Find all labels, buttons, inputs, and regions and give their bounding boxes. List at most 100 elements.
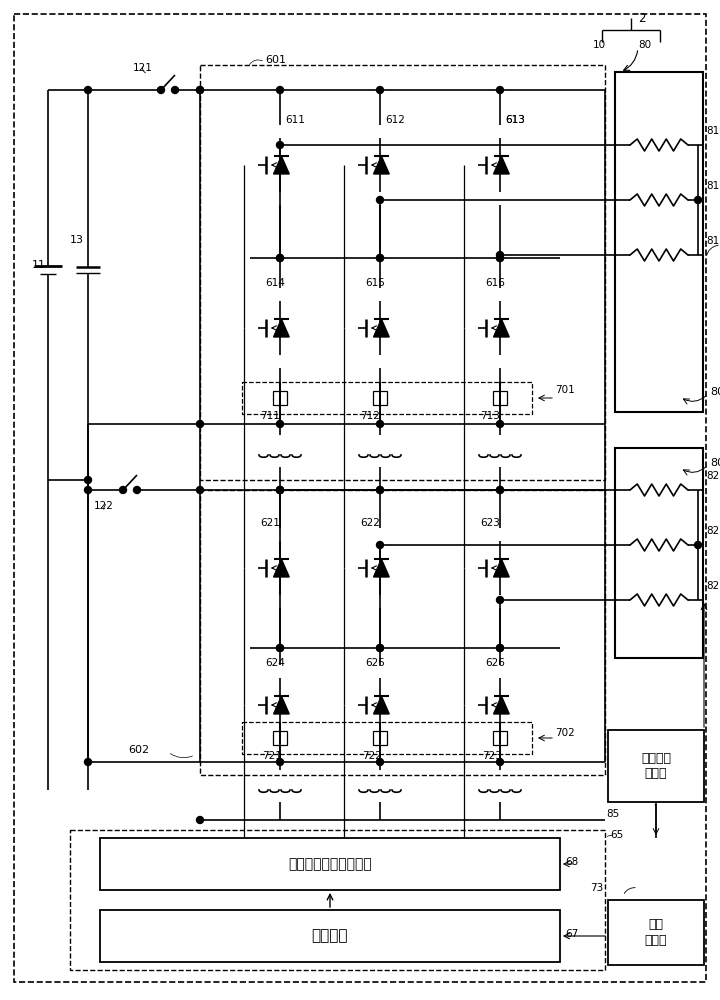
Circle shape xyxy=(377,254,384,261)
Text: 624: 624 xyxy=(265,658,285,668)
Text: 13: 13 xyxy=(70,235,84,245)
Circle shape xyxy=(197,420,204,428)
Circle shape xyxy=(197,816,204,824)
Text: 713: 713 xyxy=(480,411,500,421)
Polygon shape xyxy=(494,696,509,714)
Bar xyxy=(373,391,387,405)
Circle shape xyxy=(84,87,91,94)
Text: 801: 801 xyxy=(710,387,720,397)
Text: 微计算机: 微计算机 xyxy=(312,928,348,944)
Circle shape xyxy=(276,141,284,148)
Text: 625: 625 xyxy=(365,658,385,668)
Circle shape xyxy=(497,420,503,428)
Text: 823: 823 xyxy=(706,581,720,591)
Text: 701: 701 xyxy=(555,385,575,395)
Circle shape xyxy=(497,645,503,652)
Circle shape xyxy=(377,87,384,94)
Circle shape xyxy=(120,487,127,493)
Circle shape xyxy=(377,487,384,493)
Text: 602: 602 xyxy=(128,745,149,755)
Polygon shape xyxy=(374,156,390,174)
Text: 85: 85 xyxy=(606,809,619,819)
Text: 813: 813 xyxy=(706,236,720,246)
Circle shape xyxy=(377,254,384,261)
Polygon shape xyxy=(374,319,390,337)
Text: 614: 614 xyxy=(265,278,285,288)
Text: 711: 711 xyxy=(260,411,280,421)
Circle shape xyxy=(695,542,701,548)
Text: 122: 122 xyxy=(94,501,114,511)
Text: 622: 622 xyxy=(360,518,380,528)
Text: 723: 723 xyxy=(482,751,502,761)
Text: 613: 613 xyxy=(505,115,525,125)
Text: 812: 812 xyxy=(706,181,720,191)
Polygon shape xyxy=(494,559,509,577)
Text: 73: 73 xyxy=(590,883,603,893)
Text: 721: 721 xyxy=(262,751,282,761)
Text: 611: 611 xyxy=(285,115,305,125)
Circle shape xyxy=(497,254,503,261)
Text: 822: 822 xyxy=(706,526,720,536)
Circle shape xyxy=(276,487,284,493)
Circle shape xyxy=(84,487,91,493)
Circle shape xyxy=(276,487,284,493)
Circle shape xyxy=(377,645,384,652)
Circle shape xyxy=(276,645,284,652)
Text: 11: 11 xyxy=(32,260,46,270)
Circle shape xyxy=(276,254,284,261)
Circle shape xyxy=(497,87,503,94)
Circle shape xyxy=(497,645,503,652)
Circle shape xyxy=(497,251,503,258)
Text: 2: 2 xyxy=(638,11,646,24)
Text: 821: 821 xyxy=(706,471,720,481)
Bar xyxy=(70,830,605,970)
Text: 623: 623 xyxy=(480,518,500,528)
Circle shape xyxy=(197,87,204,94)
Bar xyxy=(273,731,287,745)
Circle shape xyxy=(276,87,284,94)
Bar xyxy=(200,65,605,480)
Polygon shape xyxy=(274,696,289,714)
Circle shape xyxy=(497,487,503,493)
Circle shape xyxy=(276,758,284,766)
Circle shape xyxy=(276,254,284,261)
Bar xyxy=(242,382,532,414)
Bar xyxy=(200,490,605,775)
Text: 702: 702 xyxy=(555,728,575,738)
Text: 68: 68 xyxy=(565,857,578,867)
Text: 712: 712 xyxy=(360,411,380,421)
Polygon shape xyxy=(494,319,509,337)
Text: 612: 612 xyxy=(385,115,405,125)
Circle shape xyxy=(695,196,701,204)
Circle shape xyxy=(158,87,164,94)
Text: 802: 802 xyxy=(710,458,720,468)
Bar xyxy=(100,838,560,890)
Text: 10: 10 xyxy=(593,40,606,50)
Bar xyxy=(493,391,507,405)
Circle shape xyxy=(377,196,384,204)
Text: 65: 65 xyxy=(610,830,624,840)
Circle shape xyxy=(276,487,284,493)
Polygon shape xyxy=(274,559,289,577)
Text: 621: 621 xyxy=(260,518,280,528)
Text: 811: 811 xyxy=(706,126,720,136)
Text: 626: 626 xyxy=(485,658,505,668)
Circle shape xyxy=(133,487,140,493)
Bar xyxy=(242,722,532,754)
Bar xyxy=(493,731,507,745)
Text: 温度
传感器: 温度 传感器 xyxy=(644,918,667,946)
Circle shape xyxy=(197,487,204,493)
Text: 驱动电路（预驱动器）: 驱动电路（预驱动器） xyxy=(288,857,372,871)
Polygon shape xyxy=(374,559,390,577)
Bar xyxy=(273,391,287,405)
Circle shape xyxy=(497,596,503,603)
Circle shape xyxy=(377,758,384,766)
Bar xyxy=(373,731,387,745)
Circle shape xyxy=(171,87,179,94)
Text: 722: 722 xyxy=(362,751,382,761)
Circle shape xyxy=(497,254,503,261)
Polygon shape xyxy=(274,156,289,174)
Text: 616: 616 xyxy=(485,278,505,288)
Circle shape xyxy=(377,487,384,493)
Bar xyxy=(615,448,703,658)
